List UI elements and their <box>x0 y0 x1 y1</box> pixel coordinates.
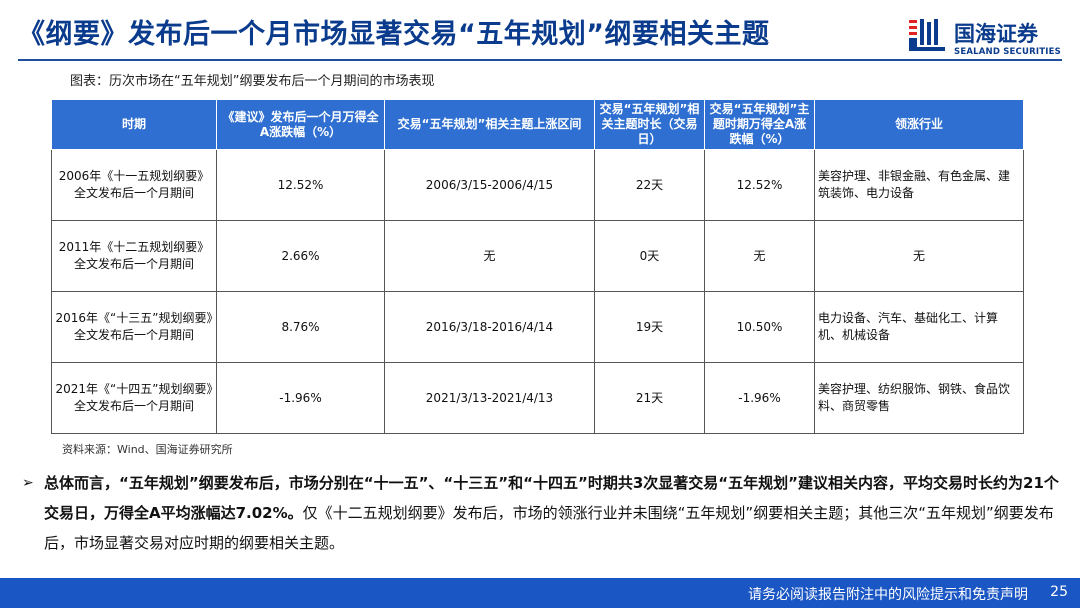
cell-period: 2021年《“十四五”规划纲要》全文发布后一个月期间 <box>51 362 217 434</box>
cell-period: 2016年《“十三五”规划纲要》全文发布后一个月期间 <box>51 291 217 363</box>
cell-duration: 22天 <box>594 149 705 221</box>
summary-text: 总体而言，“五年规划”纲要发布后，市场分别在“十一五”、“十三五”和“十四五”时… <box>22 468 1062 558</box>
table-row: 2021年《“十四五”规划纲要》全文发布后一个月期间 -1.96% 2021/3… <box>51 362 1024 434</box>
cell-theme-change: 12.52% <box>704 149 815 221</box>
sealand-logo-icon <box>909 19 945 51</box>
footer-bar: 请务必阅读报告附注中的风险提示和免责声明 25 <box>0 578 1080 608</box>
cell-duration: 19天 <box>594 291 705 363</box>
summary-normal: 仅《十二五规划纲要》发布后，市场的领涨行业并未围绕“五年规划”纲要相关主题；其他… <box>44 504 1054 552</box>
cell-range: 2021/3/13-2021/4/13 <box>384 362 595 434</box>
cell-range: 2016/3/18-2016/4/14 <box>384 291 595 363</box>
cell-sectors: 美容护理、纺织服饰、钢铁、食品饮料、商贸零售 <box>814 362 1024 434</box>
title-divider <box>18 59 1062 61</box>
header-range: 交易“五年规划”相关主题上涨区间 <box>384 99 595 150</box>
cell-theme-change: 10.50% <box>704 291 815 363</box>
cell-sectors: 电力设备、汽车、基础化工、计算机、机械设备 <box>814 291 1024 363</box>
summary-bold: 总体而言，“五年规划”纲要发布后，市场分别在“十一五”、“十三五”和“十四五”时… <box>44 474 1059 522</box>
header-period: 时期 <box>51 99 217 150</box>
header-change: 《建议》发布后一个月万得全A涨跌幅（%） <box>216 99 385 150</box>
logo-text-en: SEALAND SECURITIES <box>954 47 1061 57</box>
cell-duration: 21天 <box>594 362 705 434</box>
header-theme-change: 交易“五年规划”主题时期万得全A涨跌幅（%） <box>704 99 815 150</box>
cell-theme-change: 无 <box>704 220 815 292</box>
table-header-row: 时期 《建议》发布后一个月万得全A涨跌幅（%） 交易“五年规划”相关主题上涨区间… <box>51 99 1024 150</box>
table-row: 2016年《“十三五”规划纲要》全文发布后一个月期间 8.76% 2016/3/… <box>51 291 1024 363</box>
page-number: 25 <box>1050 584 1068 600</box>
cell-change: -1.96% <box>216 362 385 434</box>
table-row: 2006年《十一五规划纲要》全文发布后一个月期间 12.52% 2006/3/1… <box>51 149 1024 221</box>
cell-period: 2011年《十二五规划纲要》全文发布后一个月期间 <box>51 220 217 292</box>
header-sectors: 领涨行业 <box>814 99 1024 150</box>
table-caption: 图表：历次市场在“五年规划”纲要发布后一个月期间的市场表现 <box>70 74 435 89</box>
data-source: 资料来源：Wind、国海证券研究所 <box>62 443 233 456</box>
cell-period: 2006年《十一五规划纲要》全文发布后一个月期间 <box>51 149 217 221</box>
table-row: 2011年《十二五规划纲要》全文发布后一个月期间 2.66% 无 0天 无 无 <box>51 220 1024 292</box>
header-duration: 交易“五年规划”相关主题时长（交易日） <box>594 99 705 150</box>
cell-change: 8.76% <box>216 291 385 363</box>
sealand-logo: 国海证券 SEALAND SECURITIES <box>906 16 1066 60</box>
cell-change: 2.66% <box>216 220 385 292</box>
cell-duration: 0天 <box>594 220 705 292</box>
bullet-arrow-icon: ➢ <box>22 475 34 491</box>
cell-sectors: 美容护理、非银金融、有色金属、建筑装饰、电力设备 <box>814 149 1024 221</box>
cell-theme-change: -1.96% <box>704 362 815 434</box>
logo-text-cn: 国海证券 <box>954 22 1038 46</box>
cell-change: 12.52% <box>216 149 385 221</box>
cell-sectors: 无 <box>814 220 1024 292</box>
market-performance-table: 时期 《建议》发布后一个月万得全A涨跌幅（%） 交易“五年规划”相关主题上涨区间… <box>51 99 1024 434</box>
cell-range: 2006/3/15-2006/4/15 <box>384 149 595 221</box>
summary-paragraph: ➢ 总体而言，“五年规划”纲要发布后，市场分别在“十一五”、“十三五”和“十四五… <box>22 468 1062 558</box>
cell-range: 无 <box>384 220 595 292</box>
page-title: 《纲要》发布后一个月市场显著交易“五年规划”纲要相关主题 <box>18 19 770 50</box>
footer-disclaimer: 请务必阅读报告附注中的风险提示和免责声明 <box>748 587 1028 603</box>
